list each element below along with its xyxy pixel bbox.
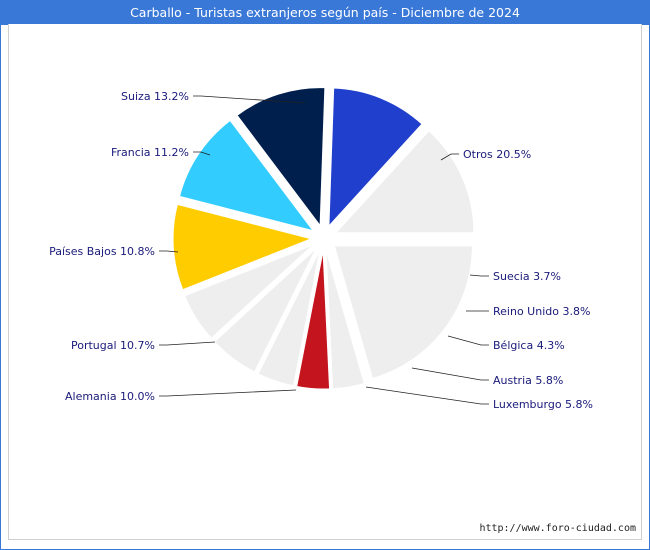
leader-line <box>193 95 306 104</box>
source-url[interactable]: http://www.foro-ciudad.com <box>479 523 636 534</box>
slice-label: Suiza 13.2% <box>121 90 189 103</box>
slice-label: Alemania 10.0% <box>65 390 155 403</box>
slice-label: Suecia 3.7% <box>493 270 561 283</box>
leader-line <box>159 389 297 397</box>
leader-line <box>469 274 489 277</box>
leader-line <box>159 341 216 346</box>
pie-slice-reino-unido <box>296 250 331 390</box>
pie-slice-francia <box>328 87 423 228</box>
leader-line <box>440 153 459 161</box>
pie-slice-alemania <box>172 203 313 291</box>
leader-line <box>159 250 179 253</box>
slice-label: Países Bajos 10.8% <box>49 245 155 258</box>
leader-line <box>193 151 211 156</box>
slice-label: Reino Unido 3.8% <box>493 305 590 318</box>
pie-slice-suecia <box>325 250 365 390</box>
pie-slice-luxemburgo <box>184 244 314 339</box>
slice-label: Otros 20.5% <box>463 148 531 161</box>
slice-label: Luxemburgo 5.8% <box>493 398 593 411</box>
slice-label: Portugal 10.7% <box>71 339 155 352</box>
leader-line <box>365 386 489 405</box>
pie-slice-portugal <box>178 119 315 232</box>
leader-line <box>447 335 489 346</box>
pie-slice-otros <box>333 245 473 380</box>
chart-area <box>8 24 642 540</box>
chart-title: Carballo - Turistas extranjeros según pa… <box>1 1 649 25</box>
slice-label: Austria 5.8% <box>493 374 563 387</box>
pie-slice-suiza <box>334 130 475 234</box>
leader-line <box>411 367 489 381</box>
slice-label: Francia 11.2% <box>111 146 189 159</box>
pie-slice-países-bajos <box>236 87 326 228</box>
slice-label: Bélgica 4.3% <box>493 339 565 352</box>
pie-slice-bélgica <box>257 250 321 387</box>
